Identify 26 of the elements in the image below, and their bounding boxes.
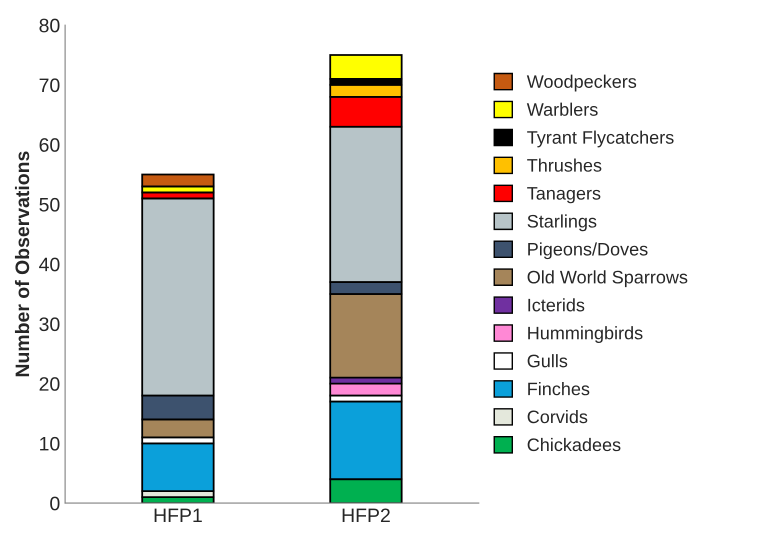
legend-label: Gulls — [528, 354, 568, 368]
y-tick-label: 40 — [39, 258, 60, 272]
legend-label: Pigeons/Doves — [528, 242, 648, 260]
x-tick-label: HFP2 — [342, 508, 390, 522]
y-axis-title: Number of Observations — [14, 151, 30, 376]
legend-label: Warblers — [526, 102, 598, 116]
legend-label: Old World Sparrows — [528, 270, 688, 288]
legend-label: Thrushes — [527, 158, 602, 172]
y-tick-label: 20 — [40, 377, 60, 391]
y-tick-label: 60 — [40, 138, 60, 152]
legend-label: Corvids — [528, 410, 588, 424]
legend-label: Hummingbirds — [528, 326, 642, 343]
y-tick-label: 70 — [40, 78, 60, 92]
y-tick-label: 0 — [50, 496, 60, 510]
y-tick-label: 80 — [39, 18, 60, 32]
y-tick-label: 50 — [39, 198, 60, 212]
legend-label: Woodpeckers — [526, 74, 636, 92]
legend-label: Tyrant Flycatchers — [527, 130, 674, 148]
y-tick-label: 30 — [39, 317, 60, 332]
legend-label: Finches — [528, 382, 590, 396]
legend-label: Chickadees — [528, 438, 620, 452]
legend-label: Starlings — [528, 214, 596, 232]
x-tick-label: HFP1 — [154, 508, 202, 522]
legend-label: Tanagers — [527, 187, 600, 204]
y-tick-label: 10 — [40, 436, 60, 451]
legend-label: Icterids — [528, 298, 584, 312]
